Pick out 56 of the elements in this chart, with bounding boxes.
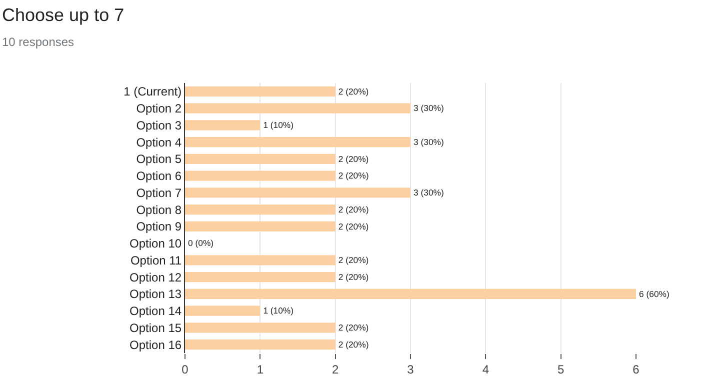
data-label: 2 (20%) [338,154,369,164]
data-label: 3 (30%) [414,188,444,198]
y-tick-label: Option 8 [136,202,182,217]
data-label: 3 (30%) [414,136,444,147]
text: 10 responses [2,35,74,49]
y-tick-label: Option 5 [136,152,182,166]
bar [185,306,260,316]
y-tick-label: Option 10 [130,236,182,251]
bar [185,188,410,198]
bar [185,340,336,350]
y-tick-label: 1 (Current) [124,84,182,99]
data-label: 0 (0%) [188,238,214,248]
y-tick-label: Option 7 [136,186,182,200]
y-tick-label: Option 2 [136,102,182,116]
bar [185,255,336,266]
data-label: 2 (20%) [338,204,369,214]
x-tick-label: 5 [557,362,564,376]
bar [185,137,410,148]
y-tick-label: Option 4 [136,135,182,150]
bar [185,170,336,181]
y-tick-label: Option 15 [130,320,182,335]
y-tick-label: Option 13 [130,287,182,302]
chart-title: Choose up to 7 [2,5,124,25]
data-label: 2 (20%) [338,86,369,96]
data-label: 6 (60%) [639,288,670,299]
bar [185,86,336,96]
bar [185,272,336,282]
bar [185,103,410,114]
bar [185,322,336,333]
data-label: 2 (20%) [338,221,369,232]
data-label: 1 (10%) [263,306,294,316]
x-tick-label: 2 [332,362,339,376]
x-tick-label: 1 [256,362,264,376]
x-tick-label: 4 [482,362,490,376]
y-tick-label: Option 11 [130,253,182,268]
bar [185,288,636,299]
data-label: 1 (10%) [263,120,294,130]
x-tick-label: 0 [182,362,189,376]
y-tick-label: Option 3 [136,118,182,132]
bar [185,221,336,232]
data-label: 3 (30%) [414,103,444,114]
data-label: 2 (20%) [338,322,369,333]
y-tick-label: Option 16 [130,338,182,352]
x-tick-label: 3 [407,362,414,376]
bar [185,204,336,215]
bar [185,154,336,164]
data-label: 2 (20%) [338,170,369,181]
data-label: 2 (20%) [338,339,369,350]
x-tick-label: 6 [632,362,640,376]
y-tick-label: Option 6 [136,169,182,184]
y-tick-label: Option 9 [136,220,182,234]
bar [185,120,260,130]
y-tick-label: Option 14 [130,304,182,318]
y-tick-label: Option 12 [130,270,182,284]
data-label: 2 (20%) [338,272,369,282]
data-label: 2 (20%) [338,255,369,266]
